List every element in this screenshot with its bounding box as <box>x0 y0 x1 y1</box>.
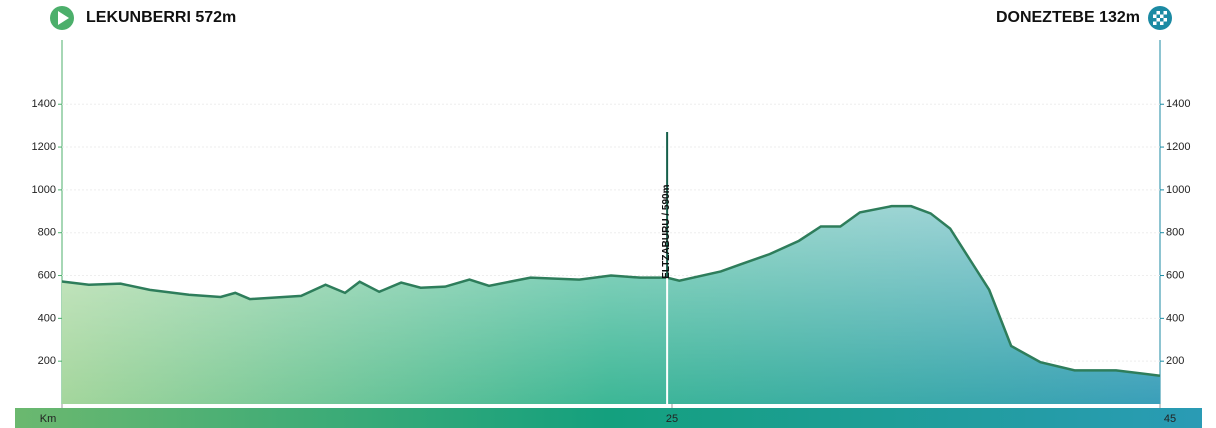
y2-tick-label: 800 <box>1166 227 1184 239</box>
elevation-ridge <box>61 204 1161 377</box>
y-tick-label: 200 <box>38 355 56 367</box>
finish-icon <box>1148 6 1172 30</box>
start-icon <box>50 6 74 30</box>
y2-tick-label: 400 <box>1166 312 1184 324</box>
y2-tick-label: 200 <box>1166 355 1184 367</box>
y2-tick-label: 1200 <box>1166 141 1190 153</box>
summit-label: ELTZABURU / 590m <box>661 184 672 278</box>
x-tick-label: 25 <box>666 413 678 425</box>
start-label: LEKUNBERRI 572m <box>86 9 236 26</box>
y-tick-label: 400 <box>38 312 56 324</box>
y-tick-label: 800 <box>38 227 56 239</box>
distance-bar <box>15 408 1202 428</box>
x-tick-label: 45 <box>1164 413 1176 425</box>
y2-tick-label: 1400 <box>1166 98 1190 110</box>
x-tick-label: Km <box>40 413 57 425</box>
y-tick-label: 600 <box>38 269 56 281</box>
y2-tick-label: 600 <box>1166 269 1184 281</box>
y-tick-label: 1000 <box>32 184 56 196</box>
y-tick-label: 1200 <box>32 141 56 153</box>
y-tick-label: 1400 <box>32 98 56 110</box>
y2-tick-label: 1000 <box>1166 184 1190 196</box>
finish-label: DONEZTEBE 132m <box>996 9 1140 26</box>
elevation-highlight <box>62 206 1160 404</box>
